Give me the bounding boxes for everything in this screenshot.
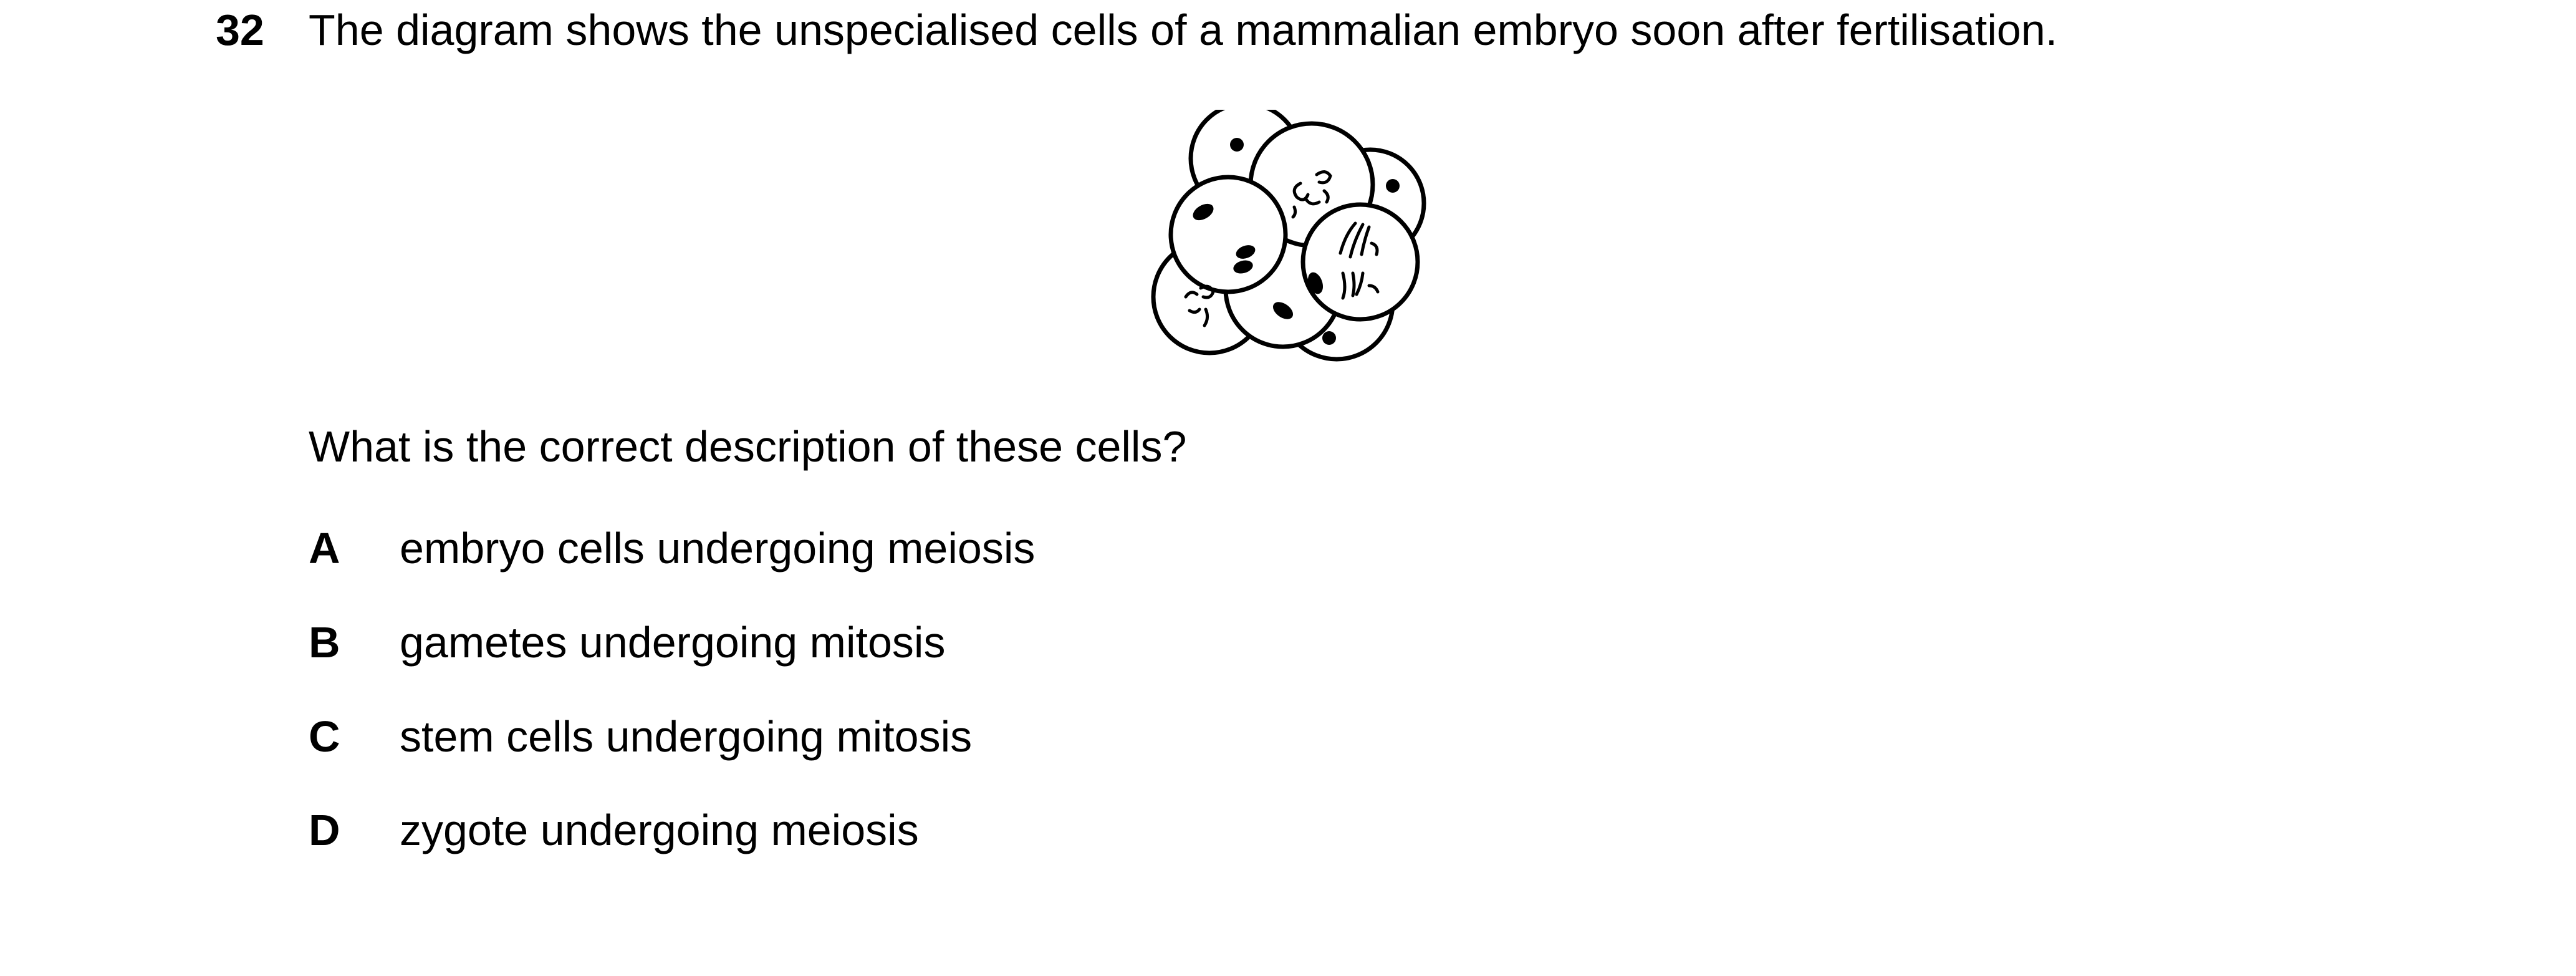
question-prompt: What is the correct description of these… — [309, 422, 1187, 471]
option-letter: D — [309, 806, 340, 854]
option-letter: C — [309, 712, 340, 761]
option-letter: A — [309, 524, 340, 573]
cell-nucleus — [1322, 331, 1336, 345]
embryo-cells-diagram — [1145, 101, 1431, 372]
question-number: 32 — [216, 6, 264, 54]
cell-nucleus — [1230, 138, 1244, 152]
chromosome-pair — [1272, 302, 1294, 319]
option-text: zygote undergoing meiosis — [400, 806, 919, 854]
cell-right-front — [1300, 202, 1420, 322]
cell-left-front — [1168, 175, 1288, 294]
option-text: embryo cells undergoing meiosis — [400, 524, 1036, 573]
embryo-cells-diagram-icon — [1151, 101, 1426, 362]
option-text: gametes undergoing mitosis — [400, 618, 946, 667]
chromosome-pair — [1193, 203, 1214, 221]
option-letter: B — [309, 618, 340, 667]
option-text: stem cells undergoing mitosis — [400, 712, 973, 761]
chromosome-pair — [1233, 260, 1253, 274]
chromosome-pair — [1236, 245, 1256, 259]
question-stem: The diagram shows the unspecialised cell… — [309, 6, 2058, 54]
cell-nucleus — [1386, 179, 1400, 193]
chromosome-pair — [1307, 272, 1324, 294]
